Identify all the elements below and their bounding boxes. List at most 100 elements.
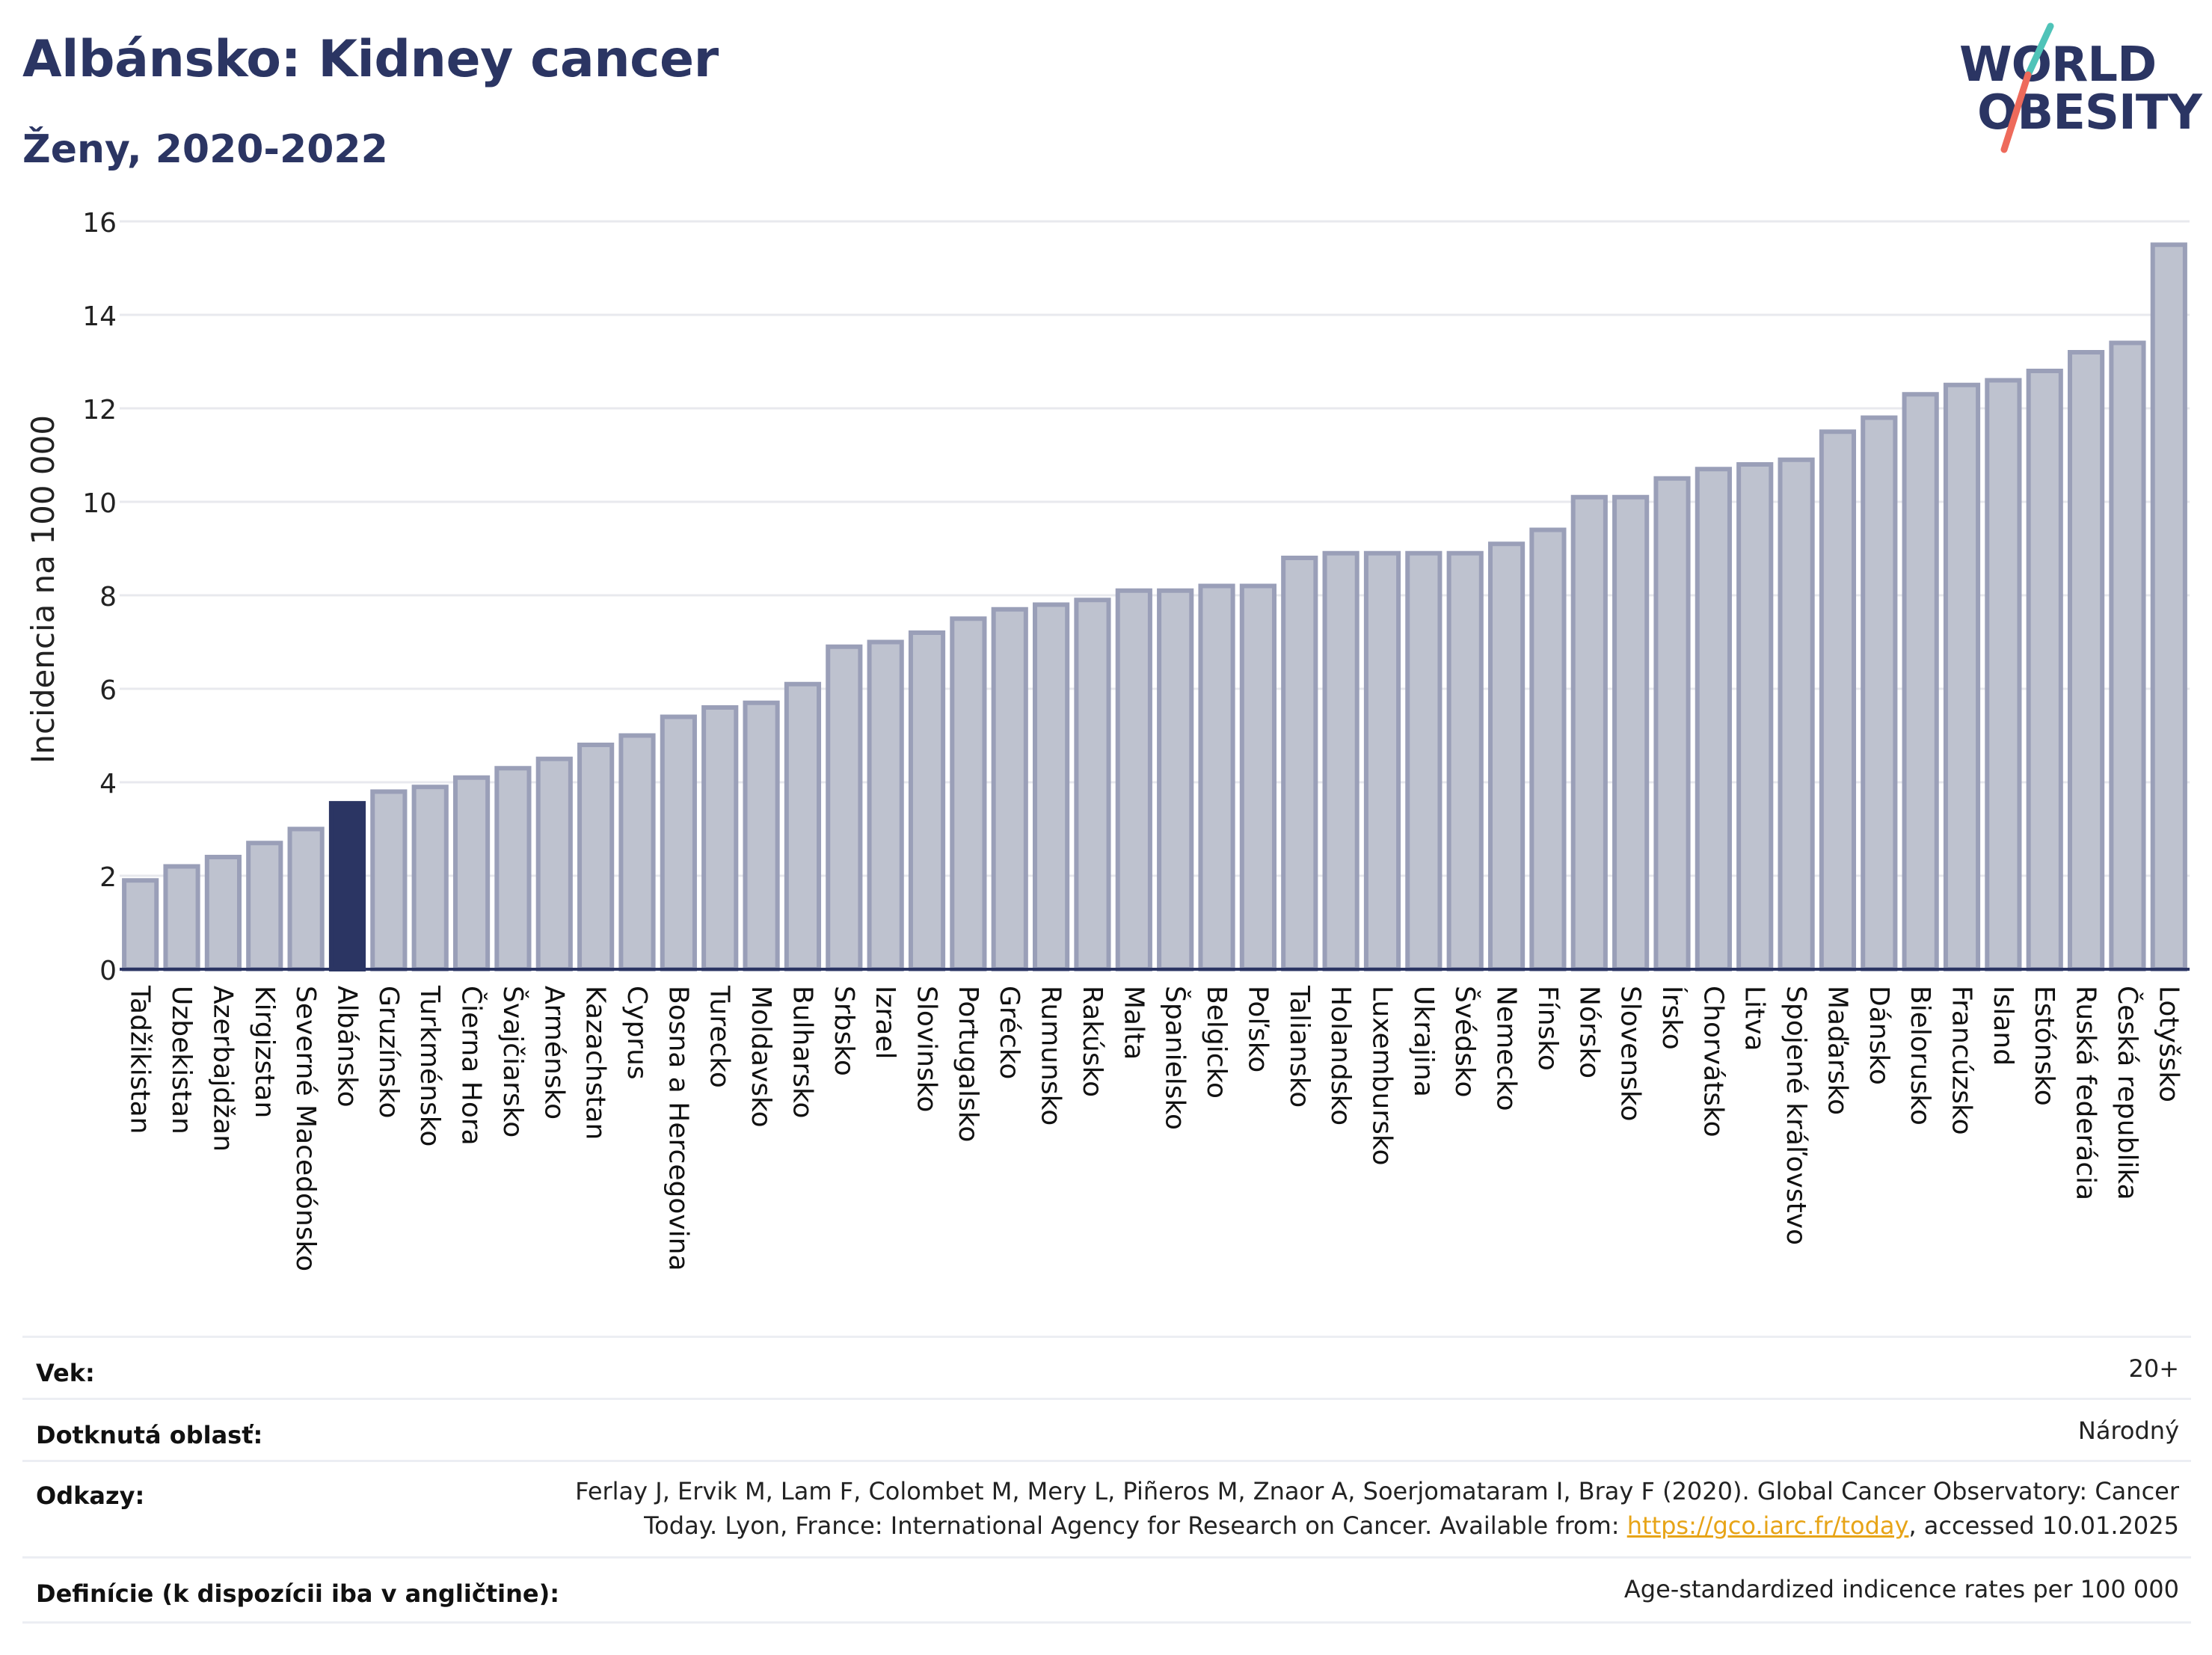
bar-8[interactable]: [452, 775, 491, 971]
bar-48[interactable]: [2109, 340, 2146, 971]
bar-17[interactable]: [826, 644, 863, 971]
bar-34[interactable]: [1529, 527, 1567, 971]
x-tick-label: Rakúsko: [1077, 986, 1107, 1097]
world-obesity-logo: WORLD OBESITY: [1959, 22, 2202, 157]
x-tick-label: Azerbajdžan: [207, 986, 238, 1152]
y-tick-label: 2: [99, 862, 117, 893]
bar-18[interactable]: [867, 639, 904, 971]
bar-22[interactable]: [1033, 602, 1070, 971]
x-tick-label: Nemecko: [1491, 986, 1522, 1111]
x-tick-label: Estónsko: [2029, 986, 2059, 1106]
x-tick-label: Slovensko: [1615, 986, 1646, 1122]
x-tick-label: Írsko: [1656, 986, 1688, 1050]
x-tick-label: Francúzsko: [1947, 986, 1977, 1135]
bar-28[interactable]: [1281, 556, 1318, 971]
references-link[interactable]: https://gco.iarc.fr/today: [1626, 1511, 1909, 1540]
bar-29[interactable]: [1322, 550, 1360, 971]
info-value-references: Ferlay J, Ervik M, Lam F, Colombet M, Me…: [575, 1474, 2179, 1543]
bar-10[interactable]: [535, 756, 573, 971]
y-tick-label: 4: [99, 769, 117, 799]
bar-11[interactable]: [577, 743, 615, 971]
x-tick-label: Albánsko: [331, 986, 362, 1108]
x-tick-label: Malta: [1118, 986, 1149, 1060]
bar-41[interactable]: [1819, 429, 1857, 971]
y-tick-label: 6: [99, 675, 117, 706]
bar-46[interactable]: [2026, 369, 2063, 971]
bar-1[interactable]: [163, 864, 200, 971]
x-tick-label: Srbsko: [829, 986, 859, 1076]
bar-49[interactable]: [2150, 242, 2187, 971]
bar-43[interactable]: [1902, 392, 1939, 971]
bar-23[interactable]: [1074, 598, 1111, 971]
bar-40[interactable]: [1778, 457, 1815, 971]
x-tick-label: Turecko: [704, 985, 735, 1088]
x-tick-label: Spojené kráľovstvo: [1781, 986, 1811, 1245]
bar-26[interactable]: [1198, 583, 1235, 971]
x-tick-label: Švédsko: [1449, 986, 1481, 1098]
references-line-2-pre: Today. Lyon, France: International Agenc…: [644, 1511, 1627, 1540]
x-tick-label: Portugalsko: [953, 986, 983, 1142]
bar-20[interactable]: [950, 616, 987, 971]
bar-2[interactable]: [204, 855, 242, 971]
y-axis-ticks: 0 2 4 6 8 10 12 14 16: [82, 208, 117, 986]
bar-5[interactable]: [328, 801, 366, 971]
bar-33[interactable]: [1487, 541, 1526, 971]
bar-0[interactable]: [122, 878, 159, 971]
chart-title: Albánsko: Kidney cancer: [22, 30, 719, 89]
x-tick-label: Severné Macedónsko: [290, 986, 321, 1271]
x-tick-label: Slovinsko: [912, 986, 942, 1112]
bar-13[interactable]: [660, 714, 697, 971]
bar-38[interactable]: [1695, 467, 1732, 971]
bar-44[interactable]: [1943, 382, 1981, 971]
bar-12[interactable]: [618, 733, 656, 971]
x-tick-label: Fínsko: [1532, 986, 1563, 1071]
bar-30[interactable]: [1363, 550, 1401, 971]
x-tick-label: Česká republika: [2112, 986, 2143, 1200]
info-row-definitions: Definície (k dispozícii iba v angličtine…: [22, 1556, 2191, 1624]
x-tick-label: Taliansko: [1284, 985, 1315, 1108]
bar-14[interactable]: [701, 705, 739, 971]
y-axis-label: Incidencia na 100 000: [25, 415, 61, 764]
bar-47[interactable]: [2068, 350, 2105, 971]
bar-6[interactable]: [370, 789, 408, 971]
bar-19[interactable]: [908, 630, 946, 971]
y-tick-label: 10: [82, 488, 117, 519]
x-tick-label: Ukrajina: [1408, 986, 1439, 1097]
x-tick-label: Grécko: [994, 986, 1024, 1079]
x-tick-label: Kirgizstan: [249, 986, 280, 1118]
bar-7[interactable]: [411, 784, 449, 971]
references-line-2: Today. Lyon, France: International Agenc…: [575, 1508, 2179, 1543]
info-label-references: Odkazy:: [36, 1481, 145, 1510]
bar-27[interactable]: [1239, 583, 1276, 971]
x-tick-label: Lotyšsko: [2153, 986, 2184, 1102]
bar-21[interactable]: [991, 607, 1028, 971]
bar-31[interactable]: [1405, 550, 1443, 971]
bar-36[interactable]: [1612, 494, 1650, 971]
references-line-1: Ferlay J, Ervik M, Lam F, Colombet M, Me…: [575, 1477, 2179, 1505]
bar-32[interactable]: [1446, 550, 1484, 971]
bars: [122, 242, 2187, 971]
x-tick-label: Izrael: [870, 986, 900, 1060]
x-axis-labels: Tadžikistan Uzbekistan Azerbajdžan Kirgizst…: [125, 985, 2184, 1271]
bar-3[interactable]: [246, 841, 283, 971]
x-tick-label: Chorvátsko: [1698, 986, 1728, 1137]
y-tick-label: 16: [82, 208, 117, 239]
bar-9[interactable]: [494, 766, 532, 971]
bar-42[interactable]: [1861, 415, 1898, 971]
bar-37[interactable]: [1653, 476, 1691, 971]
x-tick-label: Island: [1988, 986, 2018, 1066]
bar-39[interactable]: [1736, 462, 1774, 971]
bar-24[interactable]: [1115, 588, 1152, 971]
logo-slash-icon: [2000, 22, 2054, 153]
x-tick-label: Poľsko: [1242, 986, 1273, 1072]
references-line-2-post: , accessed 10.01.2025: [1908, 1511, 2179, 1540]
info-value-area: Národný: [2077, 1416, 2179, 1445]
bar-15[interactable]: [743, 700, 780, 971]
bar-25[interactable]: [1157, 588, 1194, 971]
bar-35[interactable]: [1570, 494, 1608, 971]
bar-chart: 0 2 4 6 8 10 12 14 16 Tadžikistan Uzbekistan Azerb…: [25, 208, 2190, 1271]
bar-4[interactable]: [287, 826, 325, 971]
bar-16[interactable]: [784, 681, 822, 971]
chart-subtitle: Ženy, 2020-2022: [22, 127, 388, 172]
bar-45[interactable]: [1985, 378, 2022, 971]
